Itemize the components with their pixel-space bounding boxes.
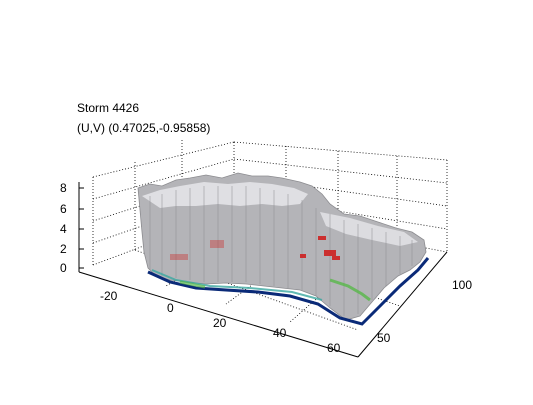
x-tick-label: 40 [273, 326, 287, 340]
x-axis-ticks: -20 0 20 40 60 [100, 289, 341, 355]
x-tick-label: -20 [100, 289, 118, 303]
x-tick-label: 60 [327, 341, 341, 355]
y-axis-line [357, 251, 448, 358]
x-tick-label: 20 [213, 316, 227, 330]
plot-title: Storm 4426 [77, 101, 140, 115]
x-tick-label: 0 [167, 301, 174, 315]
axis-lines [78, 182, 448, 358]
y-axis-ticks: 100 50 [377, 278, 472, 345]
z-tick-label: 8 [60, 181, 67, 195]
x-axis-line [78, 271, 359, 358]
z-axis-ticks: 8 6 4 2 0 [60, 181, 84, 275]
z-tick-label: 6 [60, 202, 67, 216]
z-tick-label: 4 [60, 222, 67, 236]
y-tick-label: 50 [377, 331, 391, 345]
storm-surface [137, 172, 430, 326]
z-tick-label: 0 [60, 261, 67, 275]
plot-subtitle-uv: (U,V) (0.47025,-0.95858) [77, 121, 211, 135]
y-tick-label: 100 [452, 278, 472, 292]
z-tick-label: 2 [60, 242, 67, 256]
